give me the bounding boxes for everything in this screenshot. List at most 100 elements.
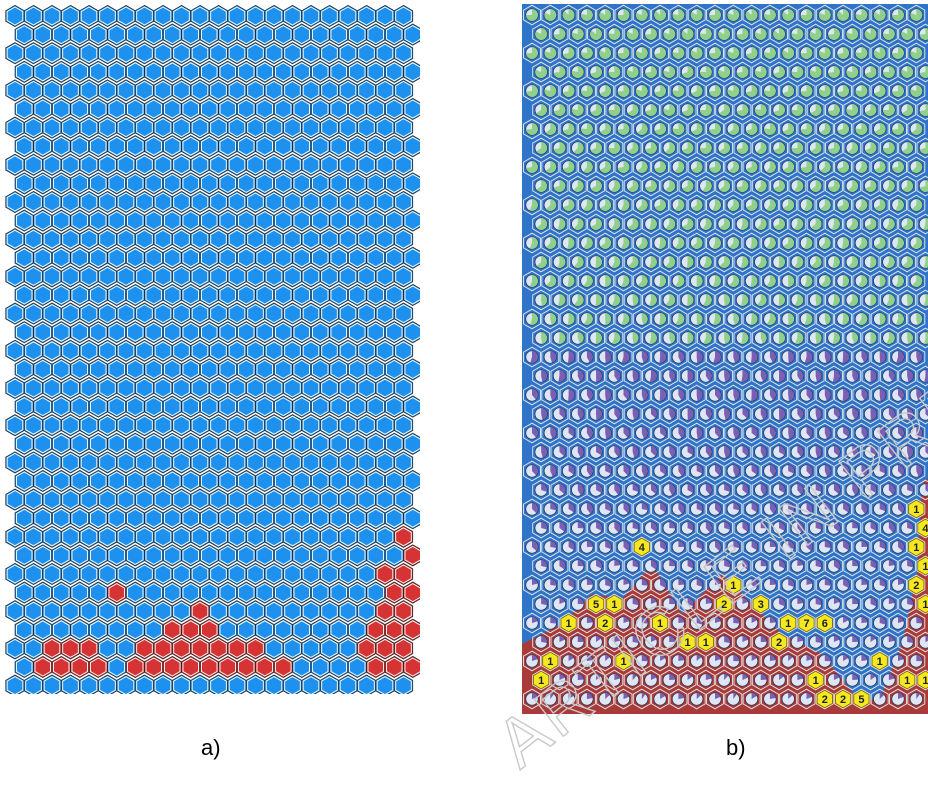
hex-cell-indicator xyxy=(815,574,834,596)
hex-cell-outline xyxy=(386,657,403,677)
hex-cell-indicator xyxy=(889,156,907,178)
hex-cell-indicator xyxy=(706,232,724,254)
hex-cell-blue xyxy=(181,23,201,46)
hex-cell-indicator xyxy=(632,156,651,178)
hex-cell-outline xyxy=(71,583,88,603)
hex-cell-indicator xyxy=(550,669,569,691)
hex-cell-blue xyxy=(153,451,173,474)
hex-cell-outline xyxy=(321,118,338,138)
hex-cell-blue xyxy=(14,544,34,567)
hex-cell-blue xyxy=(116,228,136,251)
hex-cell-outline xyxy=(6,638,24,658)
hex-cell-outline xyxy=(395,601,412,621)
hex-cell-indicator xyxy=(696,61,715,83)
hex-cell-outline xyxy=(321,341,338,361)
hex-cell-outline xyxy=(228,601,246,621)
hex-cell-outline xyxy=(395,6,412,26)
hex-cell-blue xyxy=(356,302,377,325)
hex-cell-outline xyxy=(256,248,273,268)
hex-cell-blue xyxy=(338,4,358,28)
hex-cell-indicator xyxy=(523,650,541,672)
hex-cell-outline xyxy=(136,341,153,361)
badge-count: 1 xyxy=(785,618,791,630)
hex-cell-indicator xyxy=(706,650,724,672)
hex-cell-blue xyxy=(292,283,312,307)
hex-cell-red xyxy=(236,655,256,679)
hex-cell-blue xyxy=(181,283,201,307)
hex-cell-indicator xyxy=(788,593,807,615)
hex-cell-outline xyxy=(219,583,236,603)
hex-cell-blue xyxy=(171,562,192,586)
hex-cell-blue xyxy=(282,302,303,325)
hex-cell-indicator xyxy=(605,327,624,349)
hex-cell-indicator xyxy=(715,479,734,501)
hex-cell-indicator xyxy=(660,99,679,121)
hex-cell-indicator xyxy=(568,175,587,197)
hex-cell-outline xyxy=(358,601,375,621)
hex-cell-indicator xyxy=(916,441,928,463)
hex-cell-indicator xyxy=(733,517,752,539)
hex-cell-outline xyxy=(145,545,162,565)
hex-cell-outline xyxy=(321,527,338,547)
hex-cell-indicator xyxy=(815,460,834,482)
hex-cell-outline xyxy=(145,25,162,45)
hex-cell-blue xyxy=(23,488,44,511)
hex-cell-indicator xyxy=(843,593,862,615)
hex-cell-blue xyxy=(14,135,34,158)
hex-cell-indicator xyxy=(770,555,788,577)
hex-cell-indicator xyxy=(541,118,560,140)
hex-cell-indicator xyxy=(523,346,541,368)
hex-cell-outline xyxy=(173,638,190,658)
hex-cell-red xyxy=(199,655,219,679)
hex-cell-indicator xyxy=(879,479,898,501)
hex-cell-indicator xyxy=(623,593,642,615)
hex-cell-outline xyxy=(25,638,42,658)
hex-cell-red xyxy=(181,618,201,641)
hex-cell-indicator xyxy=(541,422,560,444)
hex-cell-red xyxy=(199,618,219,641)
hex-cell-indicator xyxy=(779,536,798,558)
hex-cell-indicator xyxy=(907,4,926,26)
hex-cell-blue xyxy=(42,116,62,139)
hex-cell-outline xyxy=(145,471,162,491)
hex-cell-blue xyxy=(227,414,247,437)
hex-cell-outline xyxy=(247,341,264,361)
hex-cell-indicator xyxy=(523,118,541,140)
hex-cell-red xyxy=(403,581,420,604)
hex-cell-outline xyxy=(367,173,384,193)
hex-cell-indicator xyxy=(724,4,743,26)
hex-cell-red xyxy=(51,655,71,679)
hex-cell-blue xyxy=(319,228,340,251)
hex-cell-outline xyxy=(108,657,125,677)
hex-cell-blue xyxy=(14,395,34,418)
hex-cell-indicator xyxy=(733,441,752,463)
hex-cell-indicator xyxy=(559,194,578,216)
hex-cell-outline xyxy=(191,415,209,435)
hex-cell-outline xyxy=(386,25,403,45)
hex-cell-blue xyxy=(79,116,99,139)
hex-cell-outline xyxy=(154,43,172,63)
hex-cell-indicator xyxy=(760,80,779,102)
hex-cell-blue xyxy=(88,283,108,307)
hex-cell-indicator xyxy=(815,232,834,254)
hex-cell-indicator xyxy=(669,384,688,406)
hex-cell-indicator xyxy=(605,365,624,387)
hex-cell-red xyxy=(162,618,182,641)
hex-cell-indicator xyxy=(788,289,807,311)
hex-cell-blue xyxy=(282,451,303,474)
hex-cell-outline xyxy=(265,601,283,621)
hex-cell-indicator xyxy=(577,232,596,254)
hex-cell-blue xyxy=(245,4,266,28)
hex-cell-indicator xyxy=(760,536,779,558)
hex-cell-outline xyxy=(339,229,357,249)
hex-cell-indicator xyxy=(541,384,560,406)
hex-cell-indicator xyxy=(770,61,788,83)
hex-cell-outline xyxy=(358,676,375,694)
hex-cell-outline xyxy=(210,527,227,547)
hex-cell-blue xyxy=(218,544,238,567)
hex-cell-indicator xyxy=(889,80,907,102)
hex-cell-indicator xyxy=(669,80,688,102)
hex-cell-outline xyxy=(404,322,420,342)
hex-cell-indicator xyxy=(623,555,642,577)
hex-cell-outline xyxy=(62,378,79,398)
